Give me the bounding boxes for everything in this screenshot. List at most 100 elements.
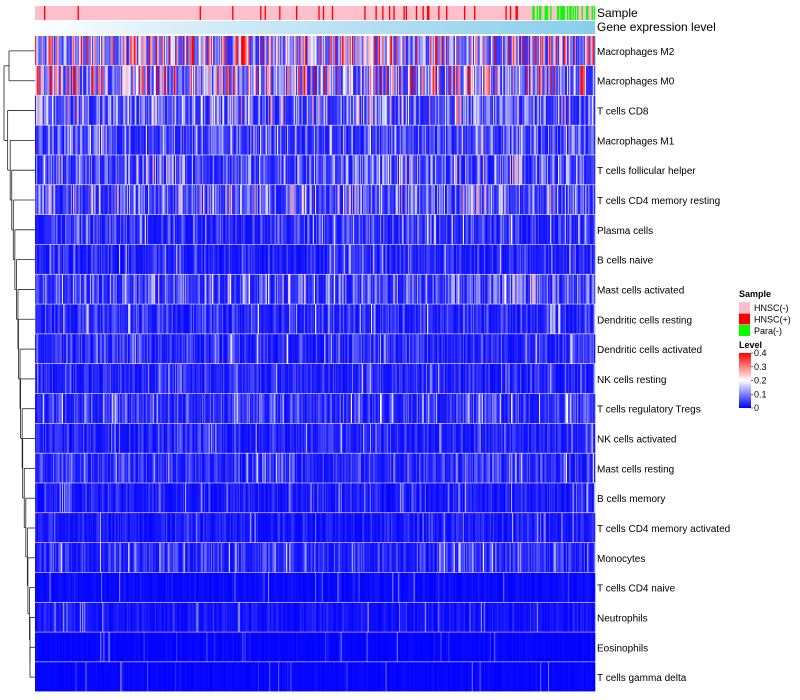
heatmap-cell xyxy=(75,36,77,66)
sample-mark xyxy=(318,6,320,20)
heatmap-cell xyxy=(87,155,90,185)
heatmap-cell xyxy=(147,244,149,274)
heatmap-cell xyxy=(471,125,474,155)
heatmap-cell xyxy=(470,65,473,96)
heatmap-cell xyxy=(555,244,558,274)
heatmap-cell xyxy=(232,185,234,215)
heatmap-cell xyxy=(48,304,50,334)
heatmap-cell xyxy=(99,36,102,66)
heatmap-cell xyxy=(181,304,184,334)
heatmap-cell xyxy=(214,125,216,155)
heatmap-cell xyxy=(349,95,352,125)
heatmap-cell xyxy=(313,244,316,274)
heatmap-cell xyxy=(381,125,383,155)
heatmap-cell xyxy=(65,65,67,96)
heatmap-cell xyxy=(281,274,283,304)
heatmap-cell xyxy=(189,155,191,185)
heatmap-cell xyxy=(346,274,348,304)
heatmap-cell xyxy=(577,274,579,304)
heatmap-cell xyxy=(68,244,71,274)
heatmap-cell xyxy=(433,244,436,274)
heatmap-cell xyxy=(379,274,382,304)
heatmap-cell xyxy=(369,125,372,155)
heatmap-cell xyxy=(561,274,563,304)
heatmap-cell xyxy=(219,125,222,155)
heatmap-cell xyxy=(411,244,413,274)
heatmap-cell xyxy=(265,274,268,304)
heatmap-cell xyxy=(150,36,152,66)
heatmap-cell xyxy=(73,65,75,96)
heatmap-cell xyxy=(372,244,374,274)
heatmap-cell xyxy=(540,65,542,96)
heatmap-cell xyxy=(446,125,448,155)
heatmap-cell xyxy=(518,244,521,274)
heatmap-cell xyxy=(147,304,149,334)
heatmap-cell xyxy=(450,65,452,96)
heatmap-cell xyxy=(206,274,208,304)
heatmap-cell xyxy=(327,155,329,185)
heatmap-cell xyxy=(405,95,408,125)
heatmap-cell xyxy=(145,155,148,185)
heatmap-cell xyxy=(134,95,137,125)
heatmap-cell xyxy=(285,36,288,66)
sample-mark xyxy=(403,6,405,20)
heatmap-cell xyxy=(547,125,550,155)
heatmap-cell xyxy=(554,244,557,274)
heatmap-cell xyxy=(119,274,121,304)
heatmap-cell xyxy=(197,155,199,185)
heatmap-cell xyxy=(505,214,507,245)
heatmap-cell xyxy=(191,244,194,274)
heatmap-cell xyxy=(291,125,293,155)
heatmap-cell xyxy=(57,155,59,185)
heatmap-cell xyxy=(57,214,59,245)
heatmap-cell xyxy=(404,244,407,274)
heatmap-cell xyxy=(546,185,549,215)
heatmap-cell xyxy=(122,304,124,334)
heatmap-cell xyxy=(391,274,393,304)
heatmap-cell xyxy=(372,214,374,245)
heatmap-cell xyxy=(293,65,296,96)
heatmap-cell xyxy=(188,155,190,185)
heatmap-cell xyxy=(111,95,113,125)
heatmap-cell xyxy=(351,36,354,66)
heatmap-cell xyxy=(298,185,300,215)
heatmap-cell xyxy=(369,65,372,96)
sample-mark xyxy=(509,6,512,20)
heatmap-cell xyxy=(192,155,195,185)
heatmap-cell xyxy=(481,274,484,304)
sample-mark xyxy=(427,6,429,20)
heatmap-cell xyxy=(350,274,353,304)
heatmap-cell xyxy=(244,185,246,215)
heatmap-cell xyxy=(88,65,91,96)
heatmap-cell xyxy=(303,155,306,185)
heatmap-cell xyxy=(367,214,370,245)
heatmap-cell xyxy=(213,274,215,304)
heatmap-cell xyxy=(369,36,372,66)
heatmap-cell xyxy=(257,36,260,66)
heatmap-cell xyxy=(437,274,439,304)
heatmap-cell xyxy=(69,65,72,96)
heatmap-cell xyxy=(177,155,179,185)
heatmap-cell xyxy=(77,185,79,215)
heatmap-cell xyxy=(583,214,586,245)
heatmap-cell xyxy=(358,95,361,125)
heatmap-cell xyxy=(313,65,316,96)
heatmap-cell xyxy=(129,214,131,245)
heatmap-cell xyxy=(435,155,438,185)
heatmap-cell xyxy=(575,274,578,304)
heatmap-cell xyxy=(270,155,272,185)
heatmap-cell xyxy=(430,214,432,245)
heatmap-cell xyxy=(516,36,519,66)
heatmap-cell xyxy=(104,244,106,274)
heatmap-cell xyxy=(159,65,161,96)
heatmap-cell xyxy=(491,36,494,66)
heatmap-cell xyxy=(459,214,461,245)
heatmap-cell xyxy=(555,155,558,185)
heatmap-cell xyxy=(173,36,176,66)
heatmap-cell xyxy=(183,65,186,96)
heatmap-cell xyxy=(64,244,66,274)
heatmap-cell xyxy=(189,214,191,245)
heatmap-cell xyxy=(498,125,501,155)
heatmap-cell xyxy=(96,155,99,185)
heatmap-cell xyxy=(539,65,541,96)
